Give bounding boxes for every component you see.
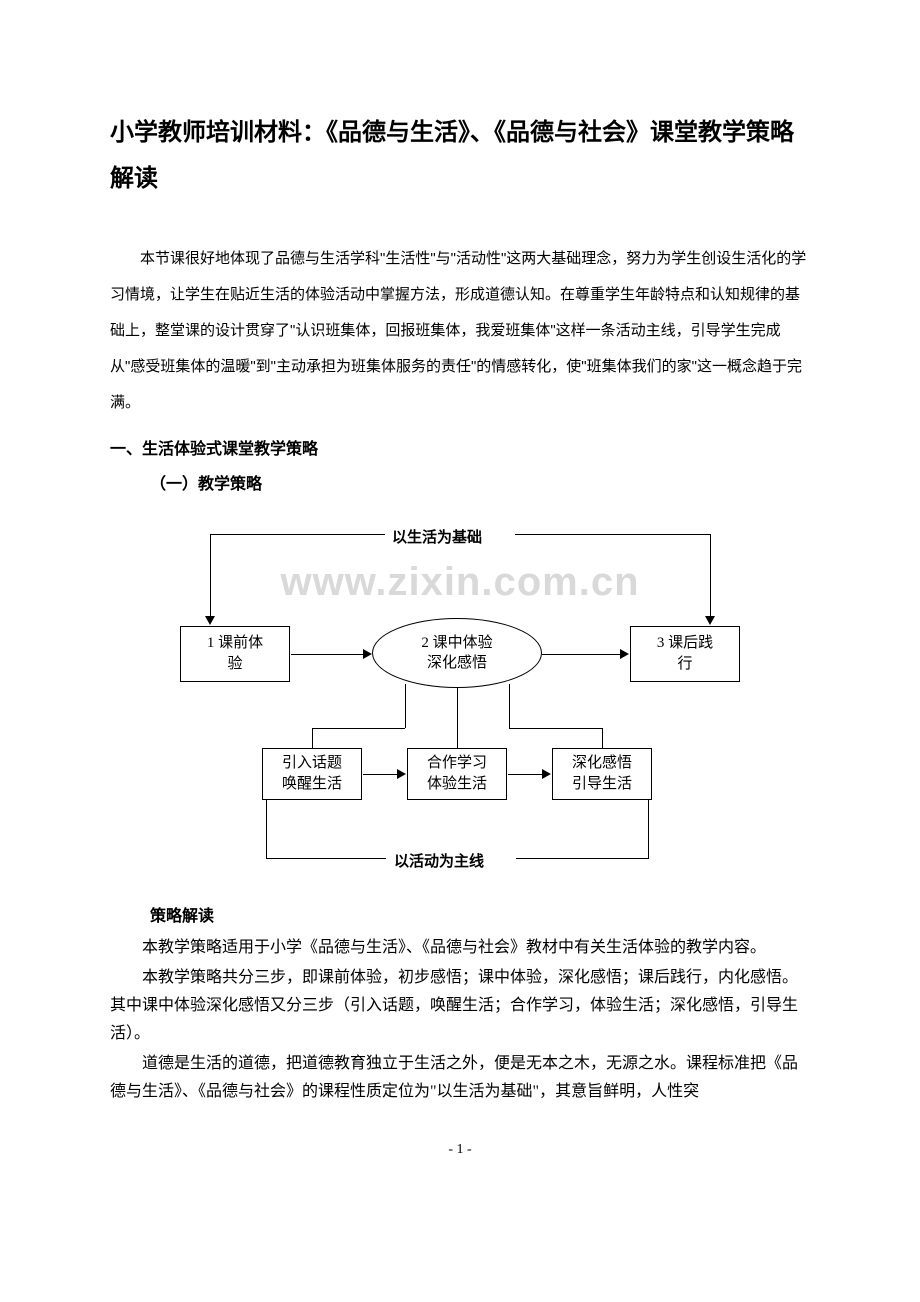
diagram-box-r2-1: 引入话题 唤醒生活: [262, 748, 362, 800]
diagram-box-r2-3-line2: 引导生活: [572, 774, 632, 795]
diagram-box-3-line2: 行: [677, 654, 692, 675]
document-title: 小学教师培训材料：《品德与生活》、《品德与社会》课堂教学策略解读: [110, 110, 810, 201]
subheading-1-1: （一）教学策略: [110, 470, 810, 500]
diagram-ellipse-line2: 深化感悟: [427, 653, 487, 673]
diagram-top-label: 以生活为基础: [392, 526, 482, 547]
diagram-box-r2-2-line1: 合作学习: [427, 753, 487, 774]
diagram-box-1-line1: 1 课前体: [207, 633, 263, 654]
diagram-bottom-label: 以活动为主线: [394, 850, 484, 871]
subheading-1-2: 策略解读: [110, 902, 810, 932]
diagram-box-r2-1-line1: 引入话题: [282, 753, 342, 774]
diagram-box-1-line2: 验: [227, 654, 242, 675]
diagram-box-3-line1: 3 课后践: [657, 633, 713, 654]
diagram-box-r2-2-line2: 体验生活: [427, 774, 487, 795]
body-para-1: 本教学策略适用于小学《品德与生活》、《品德与社会》教材中有关生活体验的教学内容。: [110, 934, 810, 962]
body-para-3: 道德是生活的道德，把道德教育独立于生活之外，便是无本之木，无源之水。课程标准把《…: [110, 1050, 810, 1106]
diagram-box-3: 3 课后践 行: [630, 626, 740, 682]
page-number: - 1 -: [110, 1142, 810, 1158]
diagram-box-r2-3: 深化感悟 引导生活: [552, 748, 652, 800]
section-heading-1: 一、生活体验式课堂教学策略: [110, 435, 810, 465]
diagram-box-r2-3-line1: 深化感悟: [572, 753, 632, 774]
diagram-ellipse-line1: 2 课中体验: [421, 633, 492, 653]
body-para-2: 本教学策略共分三步，即课前体验，初步感悟；课中体验，深化感悟；课后践行，内化感悟…: [110, 964, 810, 1048]
intro-paragraph: 本节课很好地体现了品德与生活学科"生活性"与"活动性"这两大基础理念，努力为学生…: [110, 241, 810, 421]
diagram-box-r2-1-line2: 唤醒生活: [282, 774, 342, 795]
strategy-diagram: 以生活为基础 1 课前体 验 2 课中体验 深化感悟 3 课后践 行 引入话题 …: [180, 518, 740, 888]
diagram-box-1: 1 课前体 验: [180, 626, 290, 682]
diagram-ellipse-center: 2 课中体验 深化感悟: [372, 618, 542, 688]
diagram-box-r2-2: 合作学习 体验生活: [407, 748, 507, 800]
